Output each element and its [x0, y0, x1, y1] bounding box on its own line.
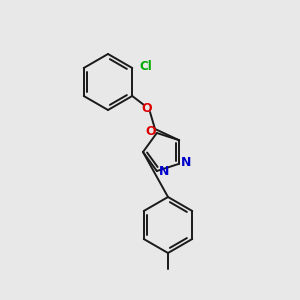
Text: N: N: [181, 156, 191, 169]
Text: N: N: [159, 164, 169, 178]
Text: O: O: [146, 125, 156, 139]
Text: O: O: [142, 101, 152, 115]
Text: Cl: Cl: [139, 61, 152, 74]
